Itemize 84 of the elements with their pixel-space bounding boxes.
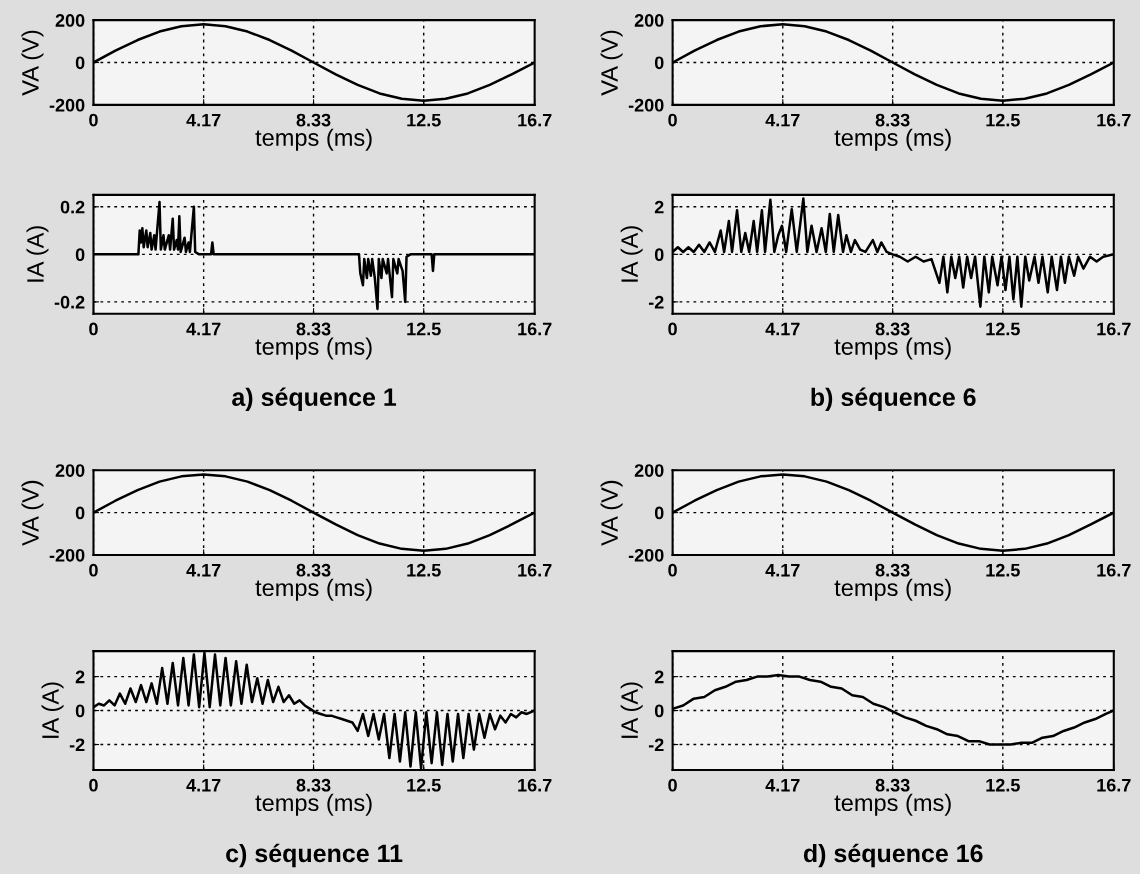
y-tick-label: -200: [49, 98, 85, 112]
x-axis-title: temps (ms): [255, 128, 372, 151]
x-tick-label: 12.5: [986, 113, 1020, 127]
y-tick-label: 200: [634, 464, 664, 477]
text: c) séquence 11: [226, 843, 403, 868]
y-tick-label: -200: [628, 98, 664, 112]
y-tick-label: 0: [654, 248, 664, 262]
y-tick-label: 0: [654, 56, 664, 70]
y-tick-label: 0: [75, 506, 85, 520]
x-tick-label: 8.33: [296, 563, 331, 577]
x-tick-label: 4.17: [765, 113, 800, 127]
text: b) séquence 6: [811, 387, 976, 411]
x-tick-label: 16.7: [518, 113, 552, 127]
y-tick-label: 0: [75, 56, 85, 70]
y-tick-label: -200: [628, 548, 664, 562]
x-tick-label: 0: [668, 778, 677, 792]
x-tick-label: 4.17: [186, 563, 221, 577]
x-tick-label: 16.7: [518, 563, 552, 577]
x-tick-label: 16.7: [1097, 113, 1131, 127]
y-tick-label: -2: [648, 738, 664, 752]
y-axis-title: VA (V): [600, 480, 623, 546]
x-tick-label: 0: [668, 563, 677, 577]
x-tick-label: 16.7: [518, 778, 552, 792]
y-tick-label: 0: [654, 506, 664, 520]
x-tick-label: 4.17: [186, 778, 221, 792]
x-tick-label: 0: [89, 563, 98, 577]
text: d) séquence 16: [803, 843, 983, 868]
y-tick-label: -2: [69, 738, 85, 752]
x-axis-title: temps (ms): [834, 128, 951, 151]
x-tick-label: 12.5: [407, 322, 441, 336]
y-tick-label: 200: [55, 14, 85, 27]
x-tick-label: 12.5: [407, 113, 441, 127]
x-tick-label: 16.7: [1097, 778, 1131, 792]
x-tick-label: 16.7: [1097, 322, 1131, 336]
x-axis-title: temps (ms): [834, 793, 951, 816]
x-tick-label: 8.33: [875, 113, 910, 127]
y-axis-title: IA (A): [620, 226, 643, 282]
y-tick-label: 2: [75, 670, 85, 684]
x-tick-label: 0: [89, 322, 98, 336]
y-axis-title: VA (V): [600, 30, 623, 96]
x-tick-label: 0: [668, 113, 677, 127]
x-axis-title: temps (ms): [255, 578, 372, 601]
y-tick-label: 200: [634, 14, 664, 27]
x-tick-label: 4.17: [765, 563, 800, 577]
y-tick-label: 0: [654, 704, 664, 718]
y-tick-label: 0: [75, 704, 85, 718]
x-tick-label: 4.17: [186, 322, 221, 336]
text: a) séquence 1: [232, 387, 397, 411]
x-tick-label: 16.7: [518, 322, 552, 336]
y-tick-label: 0.2: [60, 200, 85, 214]
x-tick-label: 8.33: [875, 778, 910, 792]
x-tick-label: 8.33: [875, 563, 910, 577]
x-tick-label: 0: [668, 322, 677, 336]
y-axis-title: VA (V): [21, 30, 44, 96]
y-axis-title: VA (V): [21, 480, 44, 546]
x-tick-label: 0: [89, 778, 98, 792]
x-tick-label: 4.17: [765, 778, 800, 792]
y-tick-label: -2: [648, 295, 664, 309]
x-tick-label: 8.33: [296, 113, 331, 127]
x-tick-label: 12.5: [986, 778, 1020, 792]
y-tick-label: -0.2: [54, 295, 85, 309]
y-axis-title: IA (A): [26, 226, 49, 282]
x-tick-label: 0: [89, 113, 98, 127]
x-tick-label: 12.5: [407, 563, 441, 577]
x-tick-label: 8.33: [296, 322, 331, 336]
x-axis-title: temps (ms): [834, 578, 951, 601]
y-tick-label: -200: [49, 548, 85, 562]
x-tick-label: 8.33: [296, 778, 331, 792]
x-tick-label: 4.17: [186, 113, 221, 127]
x-tick-label: 12.5: [407, 778, 441, 792]
y-axis-title: IA (A): [41, 682, 64, 738]
x-tick-label: 8.33: [875, 322, 910, 336]
y-tick-label: 200: [55, 464, 85, 477]
x-tick-label: 12.5: [986, 563, 1020, 577]
y-tick-label: 2: [654, 670, 664, 684]
x-axis-title: temps (ms): [255, 793, 372, 816]
x-axis-title: temps (ms): [834, 337, 951, 360]
x-tick-label: 4.17: [765, 322, 800, 336]
x-tick-label: 12.5: [986, 322, 1020, 336]
x-axis-title: temps (ms): [255, 337, 372, 360]
y-tick-label: 2: [654, 200, 664, 214]
y-tick-label: 0: [75, 248, 85, 262]
x-tick-label: 16.7: [1097, 563, 1131, 577]
y-axis-title: IA (A): [620, 682, 643, 738]
